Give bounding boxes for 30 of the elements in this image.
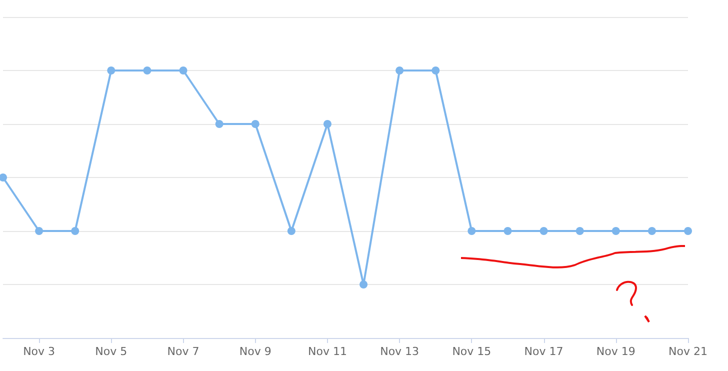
point (215, 120, 224, 128)
point (684, 227, 692, 235)
point (432, 66, 440, 74)
point (612, 227, 620, 235)
x-tick-label: Nov 5 (95, 345, 128, 358)
point (540, 227, 548, 235)
point (35, 227, 44, 235)
x-tick-label: Nov 13 (380, 345, 420, 358)
point (179, 66, 188, 74)
point (468, 227, 476, 235)
x-tick-label: Nov 19 (596, 345, 636, 358)
point (360, 280, 368, 288)
point (648, 227, 656, 235)
x-tick-label: Nov 3 (23, 345, 56, 358)
point (287, 227, 296, 235)
point (107, 66, 116, 74)
point (323, 120, 332, 128)
x-tick-label: Nov 9 (239, 345, 272, 358)
x-tick-label: Nov 7 (167, 345, 200, 358)
point (576, 227, 584, 235)
x-tick-label: Nov 21 (668, 345, 708, 358)
point (396, 66, 404, 74)
x-tick-label: Nov 17 (524, 345, 564, 358)
point (251, 120, 260, 128)
point (504, 227, 512, 235)
point (0, 174, 7, 182)
x-tick-label: Nov 15 (452, 345, 492, 358)
x-tick-label: Nov 11 (308, 345, 347, 358)
point (143, 66, 152, 74)
point (71, 227, 80, 235)
